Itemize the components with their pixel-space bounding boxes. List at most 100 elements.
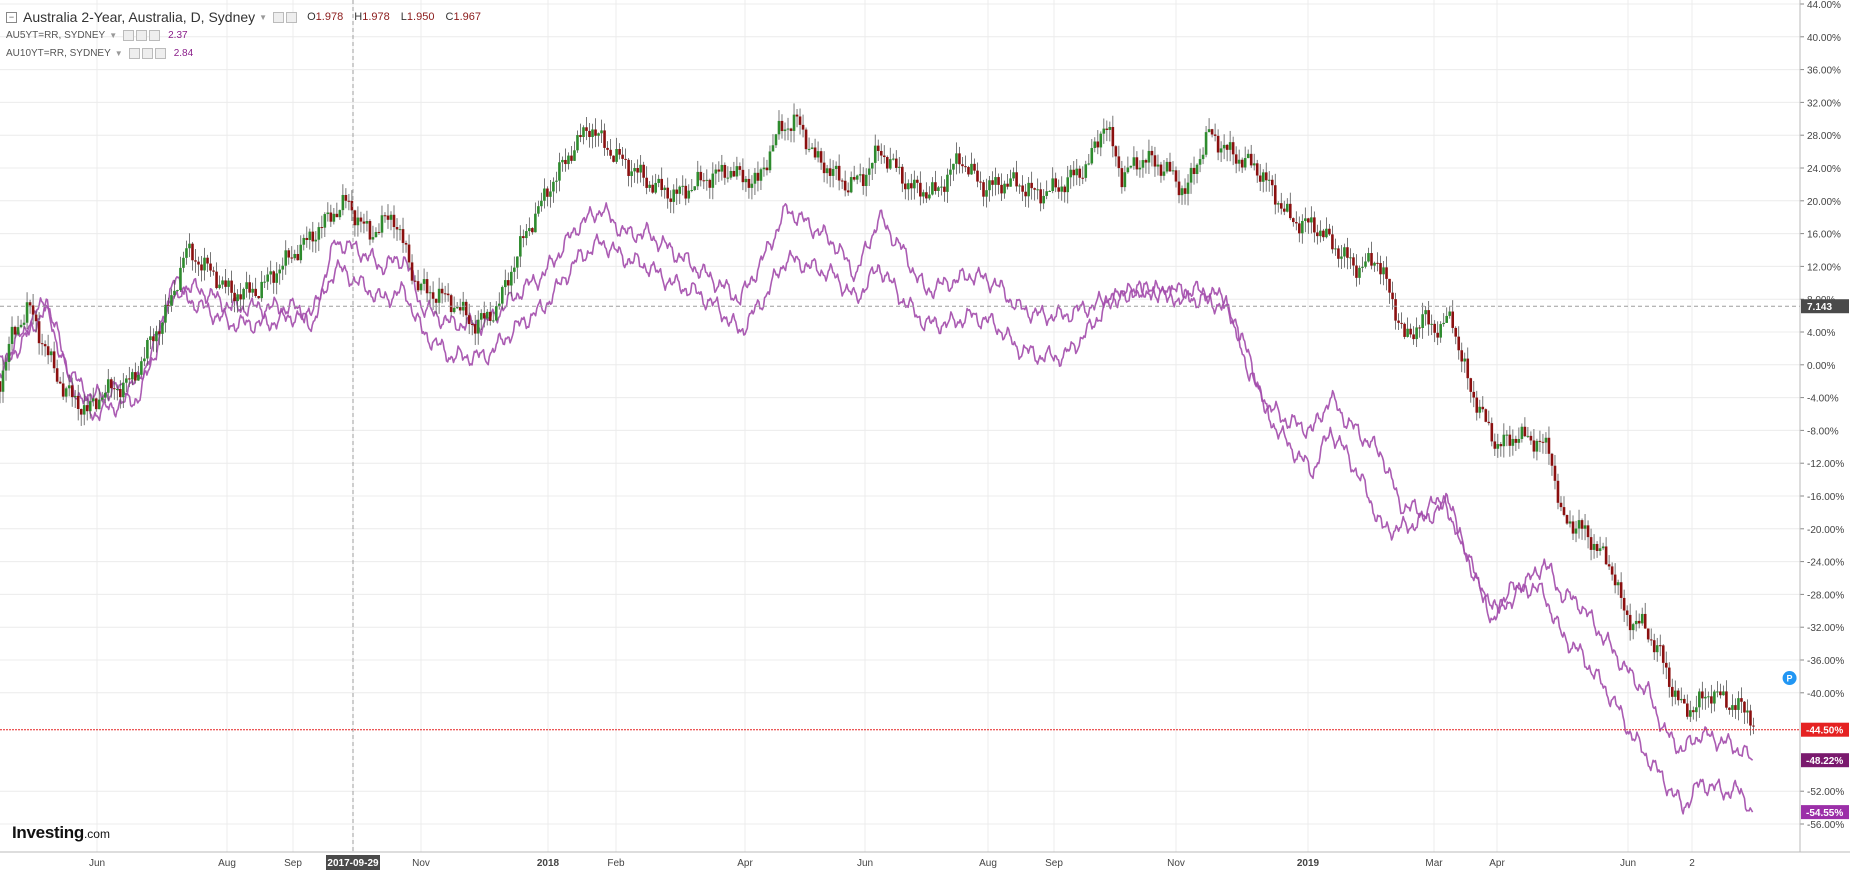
candle-body bbox=[720, 164, 724, 172]
y-tick-label: -28.00% bbox=[1807, 590, 1844, 601]
candle-body bbox=[552, 181, 555, 192]
x-tick-label: Jun bbox=[857, 858, 873, 869]
settings-icon[interactable] bbox=[136, 29, 148, 41]
x-tick-label: 2 bbox=[1689, 858, 1695, 869]
candle-body bbox=[1640, 613, 1644, 624]
series-name[interactable]: AU5YT=RR, SYDNEY bbox=[6, 29, 106, 41]
candle-body bbox=[476, 319, 480, 334]
candle-body bbox=[1298, 223, 1301, 234]
settings-icon[interactable] bbox=[286, 11, 298, 23]
candle-body bbox=[1460, 350, 1464, 362]
candle-body bbox=[368, 221, 372, 240]
candle-body bbox=[491, 320, 495, 322]
grid bbox=[0, 0, 1800, 852]
candle-body bbox=[846, 190, 850, 193]
candle-body bbox=[1496, 444, 1500, 449]
candle-body bbox=[952, 163, 955, 170]
candle-body bbox=[816, 151, 820, 158]
candle-body bbox=[801, 124, 805, 130]
candle-body bbox=[284, 250, 288, 266]
candle-body bbox=[672, 189, 676, 202]
candle-body bbox=[1622, 597, 1626, 611]
candle-body bbox=[323, 214, 327, 228]
legend-series-row[interactable]: AU5YT=RR, SYDNEY ▼ 2.37 bbox=[6, 26, 489, 44]
candle-body bbox=[1397, 320, 1400, 323]
series-name[interactable]: AU10YT=RR, SYDNEY bbox=[6, 47, 111, 59]
candle-body bbox=[73, 395, 77, 398]
candle-body bbox=[1216, 135, 1220, 153]
candle-body bbox=[696, 171, 700, 187]
chevron-down-icon[interactable]: ▼ bbox=[259, 12, 268, 22]
candle-body bbox=[158, 331, 161, 334]
candle-body bbox=[795, 114, 799, 117]
legend: − Australia 2-Year, Australia, D, Sydney… bbox=[6, 8, 489, 62]
candle-body bbox=[1701, 691, 1704, 699]
candle-body bbox=[320, 227, 324, 229]
candle-body bbox=[362, 221, 366, 224]
candle-body bbox=[37, 321, 41, 344]
legend-series-row[interactable]: AU10YT=RR, SYDNEY ▼ 2.84 bbox=[6, 44, 489, 62]
price-label: -44.50% bbox=[1806, 726, 1843, 737]
candle-body bbox=[970, 163, 973, 175]
candle-body bbox=[639, 164, 642, 173]
time-axis[interactable]: Jun Aug Sep 2017-09-29 Nov 2018 Feb Apr Jun Aug Se… bbox=[0, 851, 1850, 870]
candle-body bbox=[419, 283, 423, 291]
candle-body bbox=[182, 257, 185, 268]
candle-body bbox=[1740, 698, 1743, 702]
candle-body bbox=[1231, 142, 1235, 155]
legend-main-row[interactable]: − Australia 2-Year, Australia, D, Sydney… bbox=[6, 8, 489, 26]
candle-body bbox=[1418, 327, 1421, 329]
candle-body bbox=[837, 165, 841, 181]
series-value: 2.84 bbox=[173, 47, 194, 59]
candle-body bbox=[1520, 426, 1524, 439]
eye-icon[interactable] bbox=[273, 11, 285, 23]
candle-body bbox=[1400, 322, 1403, 324]
candle-body bbox=[290, 257, 294, 259]
candle-body bbox=[1613, 574, 1617, 586]
price-axis[interactable]: 44.00% 40.00% 36.00% 32.00% 28.00% 24.00% 20.0… bbox=[1799, 0, 1849, 852]
candle-body bbox=[437, 288, 441, 303]
candle-body bbox=[365, 221, 369, 224]
candle-body bbox=[1457, 336, 1461, 351]
candle-body bbox=[1018, 185, 1021, 187]
series-value: 2.37 bbox=[168, 29, 188, 41]
chevron-down-icon[interactable]: ▼ bbox=[114, 48, 123, 58]
x-tick-label: 2019 bbox=[1297, 858, 1320, 869]
candle-body bbox=[1102, 128, 1106, 134]
x-tick-label: Nov bbox=[412, 858, 430, 869]
eye-icon[interactable] bbox=[123, 29, 135, 41]
close-icon[interactable] bbox=[149, 29, 161, 41]
candle-body bbox=[1571, 521, 1575, 534]
y-tick-label: 32.00% bbox=[1807, 98, 1841, 109]
chevron-down-icon[interactable]: ▼ bbox=[109, 30, 118, 40]
candle-body bbox=[1186, 182, 1190, 194]
main-symbol-title[interactable]: Australia 2-Year, Australia, D, Sydney bbox=[23, 9, 256, 25]
candle-body bbox=[1409, 328, 1412, 335]
candle-body bbox=[1081, 177, 1085, 179]
candle-body bbox=[497, 303, 501, 307]
candle-body bbox=[904, 183, 907, 190]
candle-body bbox=[1658, 645, 1662, 647]
candle-body bbox=[1343, 247, 1346, 257]
candle-body bbox=[239, 294, 242, 300]
settings-icon[interactable] bbox=[141, 47, 153, 59]
candle-body bbox=[1707, 696, 1710, 698]
close-icon[interactable] bbox=[154, 47, 166, 59]
candle-body bbox=[1631, 624, 1635, 631]
candle-body bbox=[768, 151, 772, 171]
candle-body bbox=[428, 292, 432, 294]
collapse-icon[interactable]: − bbox=[6, 11, 17, 23]
candle-body bbox=[179, 267, 182, 291]
candle-body bbox=[161, 322, 164, 334]
candle-body bbox=[1057, 187, 1061, 192]
candle-body bbox=[344, 194, 348, 201]
candle-body bbox=[1084, 164, 1088, 178]
candle-body bbox=[242, 288, 245, 300]
eye-icon[interactable] bbox=[128, 47, 140, 59]
candle-body bbox=[1508, 434, 1512, 446]
candle-body bbox=[443, 293, 447, 295]
candle-body bbox=[1713, 691, 1716, 704]
x-tick-label: Jun bbox=[1620, 858, 1636, 869]
candle-body bbox=[1625, 610, 1629, 615]
